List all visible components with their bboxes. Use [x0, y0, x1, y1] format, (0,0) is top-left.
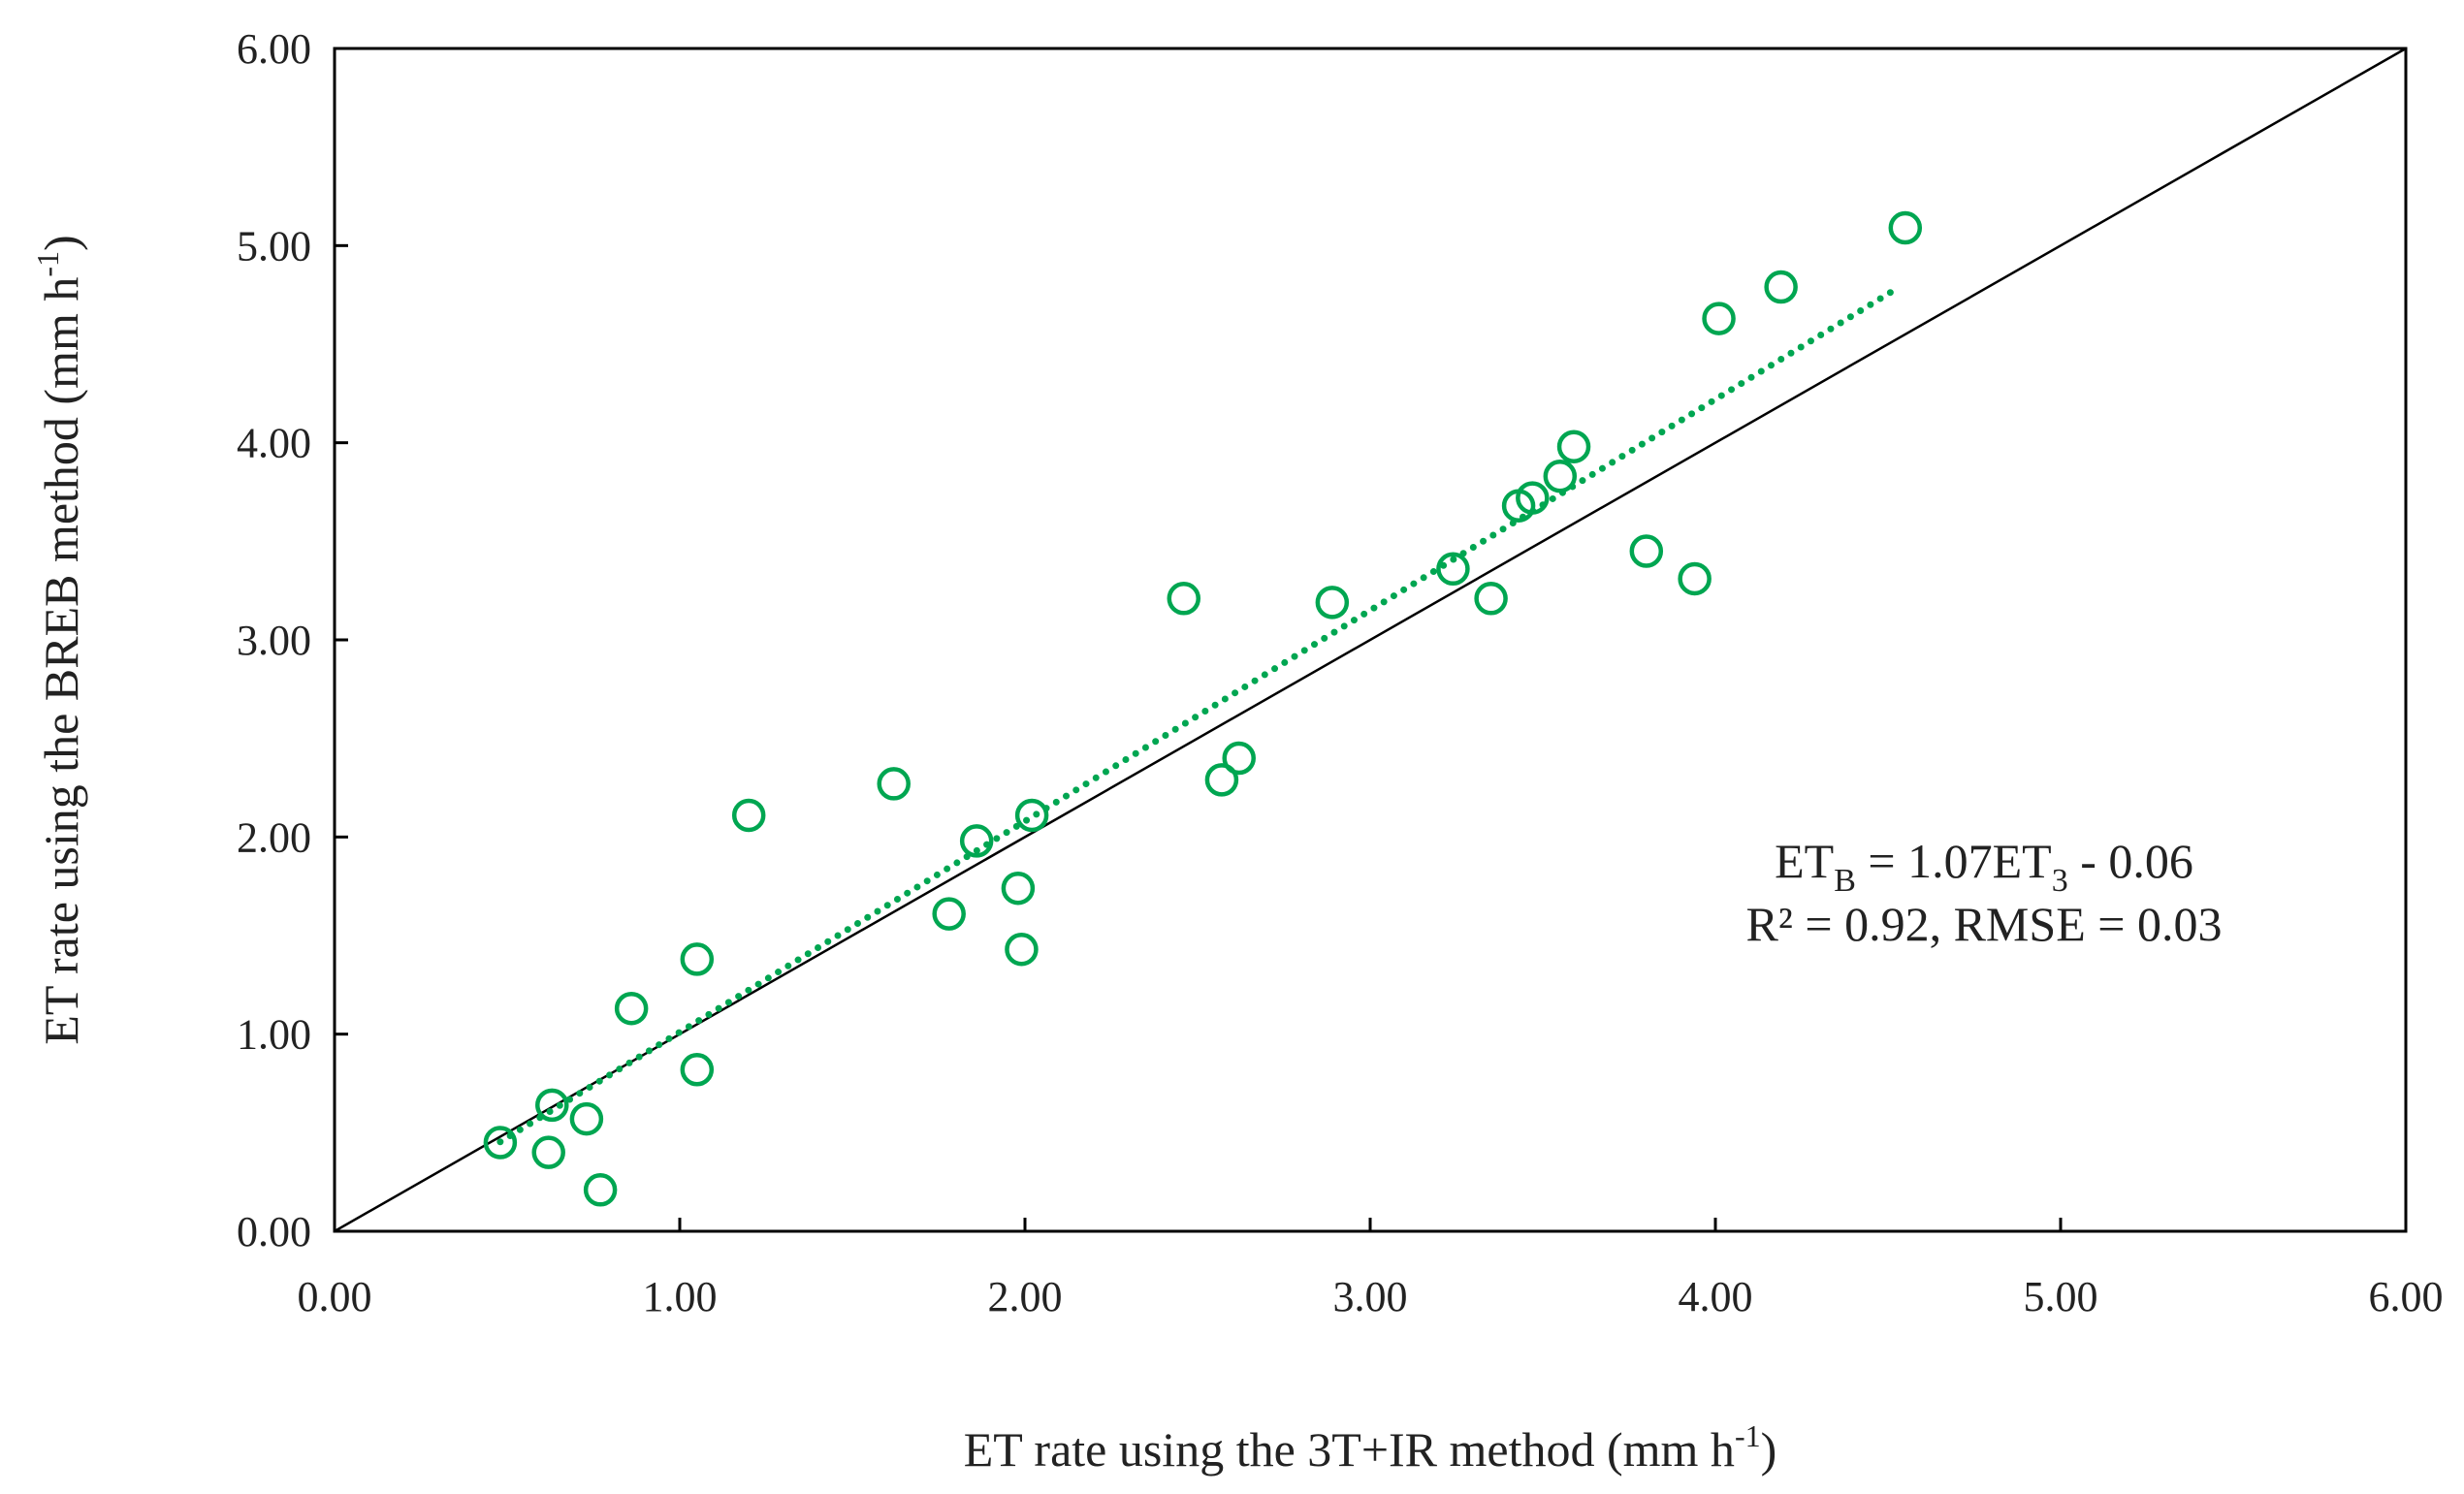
data-point: [1556, 429, 1591, 463]
data-point: [1005, 932, 1039, 967]
data-point: [1888, 210, 1923, 245]
y-tick-label: 0.00: [237, 1208, 311, 1256]
data-point: [1764, 270, 1798, 304]
regression-stats: R² = 0.92, RMSE = 0.03: [1746, 897, 2223, 951]
data-point: [1222, 741, 1256, 776]
data-point: [583, 1173, 618, 1207]
x-tick-label: 4.00: [1679, 1273, 1753, 1320]
data-point: [1014, 798, 1049, 833]
x-tick-label: 0.00: [298, 1273, 372, 1320]
y-tick-label: 4.00: [237, 420, 311, 467]
data-point: [1678, 561, 1712, 596]
x-tick-label: 3.00: [1333, 1273, 1408, 1320]
trend-line: [496, 286, 1899, 1146]
x-tick-label: 5.00: [2024, 1273, 2098, 1320]
y-tick-label: 5.00: [237, 222, 311, 270]
data-point: [731, 798, 766, 833]
y-axis: 0.00 1.00 2.00 3.00 4.00 5.00 6.00: [237, 25, 348, 1256]
y-tick-label: 1.00: [237, 1011, 311, 1059]
data-point: [877, 767, 911, 801]
x-axis: 0.00 1.00 2.00 3.00 4.00 5.00 6.00: [298, 1218, 2444, 1320]
data-point: [483, 1126, 518, 1160]
data-point: [1629, 534, 1664, 568]
y-tick-label: 2.00: [237, 813, 311, 861]
data-point: [1436, 552, 1470, 587]
y-tick-label: 6.00: [237, 25, 311, 73]
data-point: [680, 1053, 715, 1087]
y-tick-label: 3.00: [237, 617, 311, 664]
data-point: [1543, 459, 1578, 493]
data-point: [1167, 582, 1201, 616]
regression-equation: ETB = 1.07ET3 - 0.06: [1775, 834, 2193, 899]
data-point: [1204, 763, 1239, 797]
y-axis-title: ET rate using the BREB method (mm h-1): [30, 235, 88, 1044]
data-point: [535, 1088, 569, 1123]
data-point: [932, 897, 966, 931]
x-tick-label: 2.00: [988, 1273, 1063, 1320]
x-tick-label: 6.00: [2369, 1273, 2444, 1320]
data-point: [1474, 582, 1508, 616]
data-point: [1702, 302, 1736, 335]
x-axis-title: ET rate using the 3T+IR method (mm h-1): [964, 1418, 1777, 1477]
data-point: [680, 942, 715, 976]
data-points: [483, 210, 1923, 1207]
data-point: [614, 991, 649, 1026]
data-point: [569, 1101, 604, 1136]
data-point: [1315, 586, 1350, 620]
data-point: [959, 824, 994, 858]
x-tick-label: 1.00: [643, 1273, 718, 1320]
data-point: [1516, 481, 1550, 515]
data-point: [531, 1135, 565, 1169]
data-point: [1001, 871, 1036, 906]
